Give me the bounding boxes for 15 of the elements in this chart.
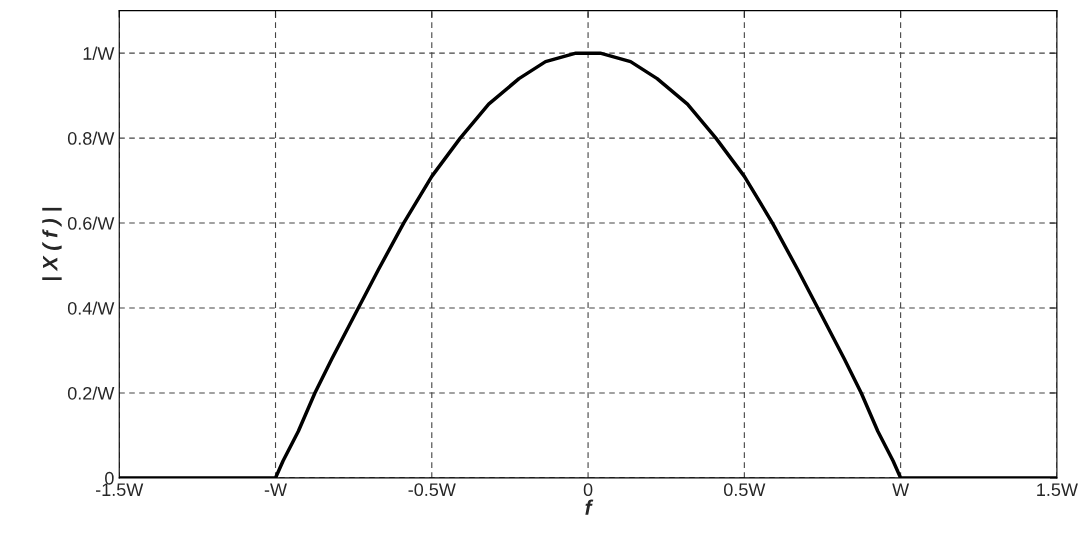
x-axis-title: f: [585, 499, 594, 515]
x-tick-label: 1.5W: [1037, 483, 1078, 497]
x-tick-label: 0: [583, 483, 593, 497]
y-axis-title: | X ( f ) |: [42, 207, 62, 281]
x-tick-label: -0.5W: [408, 483, 456, 497]
y-tick-label: 0.2/W: [67, 386, 115, 400]
x-tick-label: -W: [264, 483, 287, 496]
y-tick-label: 0.4/W: [67, 301, 115, 315]
x-tick-label: W: [892, 483, 910, 496]
y-tick-label: 0.8/W: [67, 131, 115, 145]
y-tick-label: 0: [105, 471, 114, 485]
y-tick-label: 0.6/W: [67, 216, 115, 230]
y-tick-label: 1/W: [83, 46, 115, 60]
x-tick-label: -1.5W: [95, 483, 144, 497]
x-tick-label: 0.5W: [723, 483, 766, 497]
